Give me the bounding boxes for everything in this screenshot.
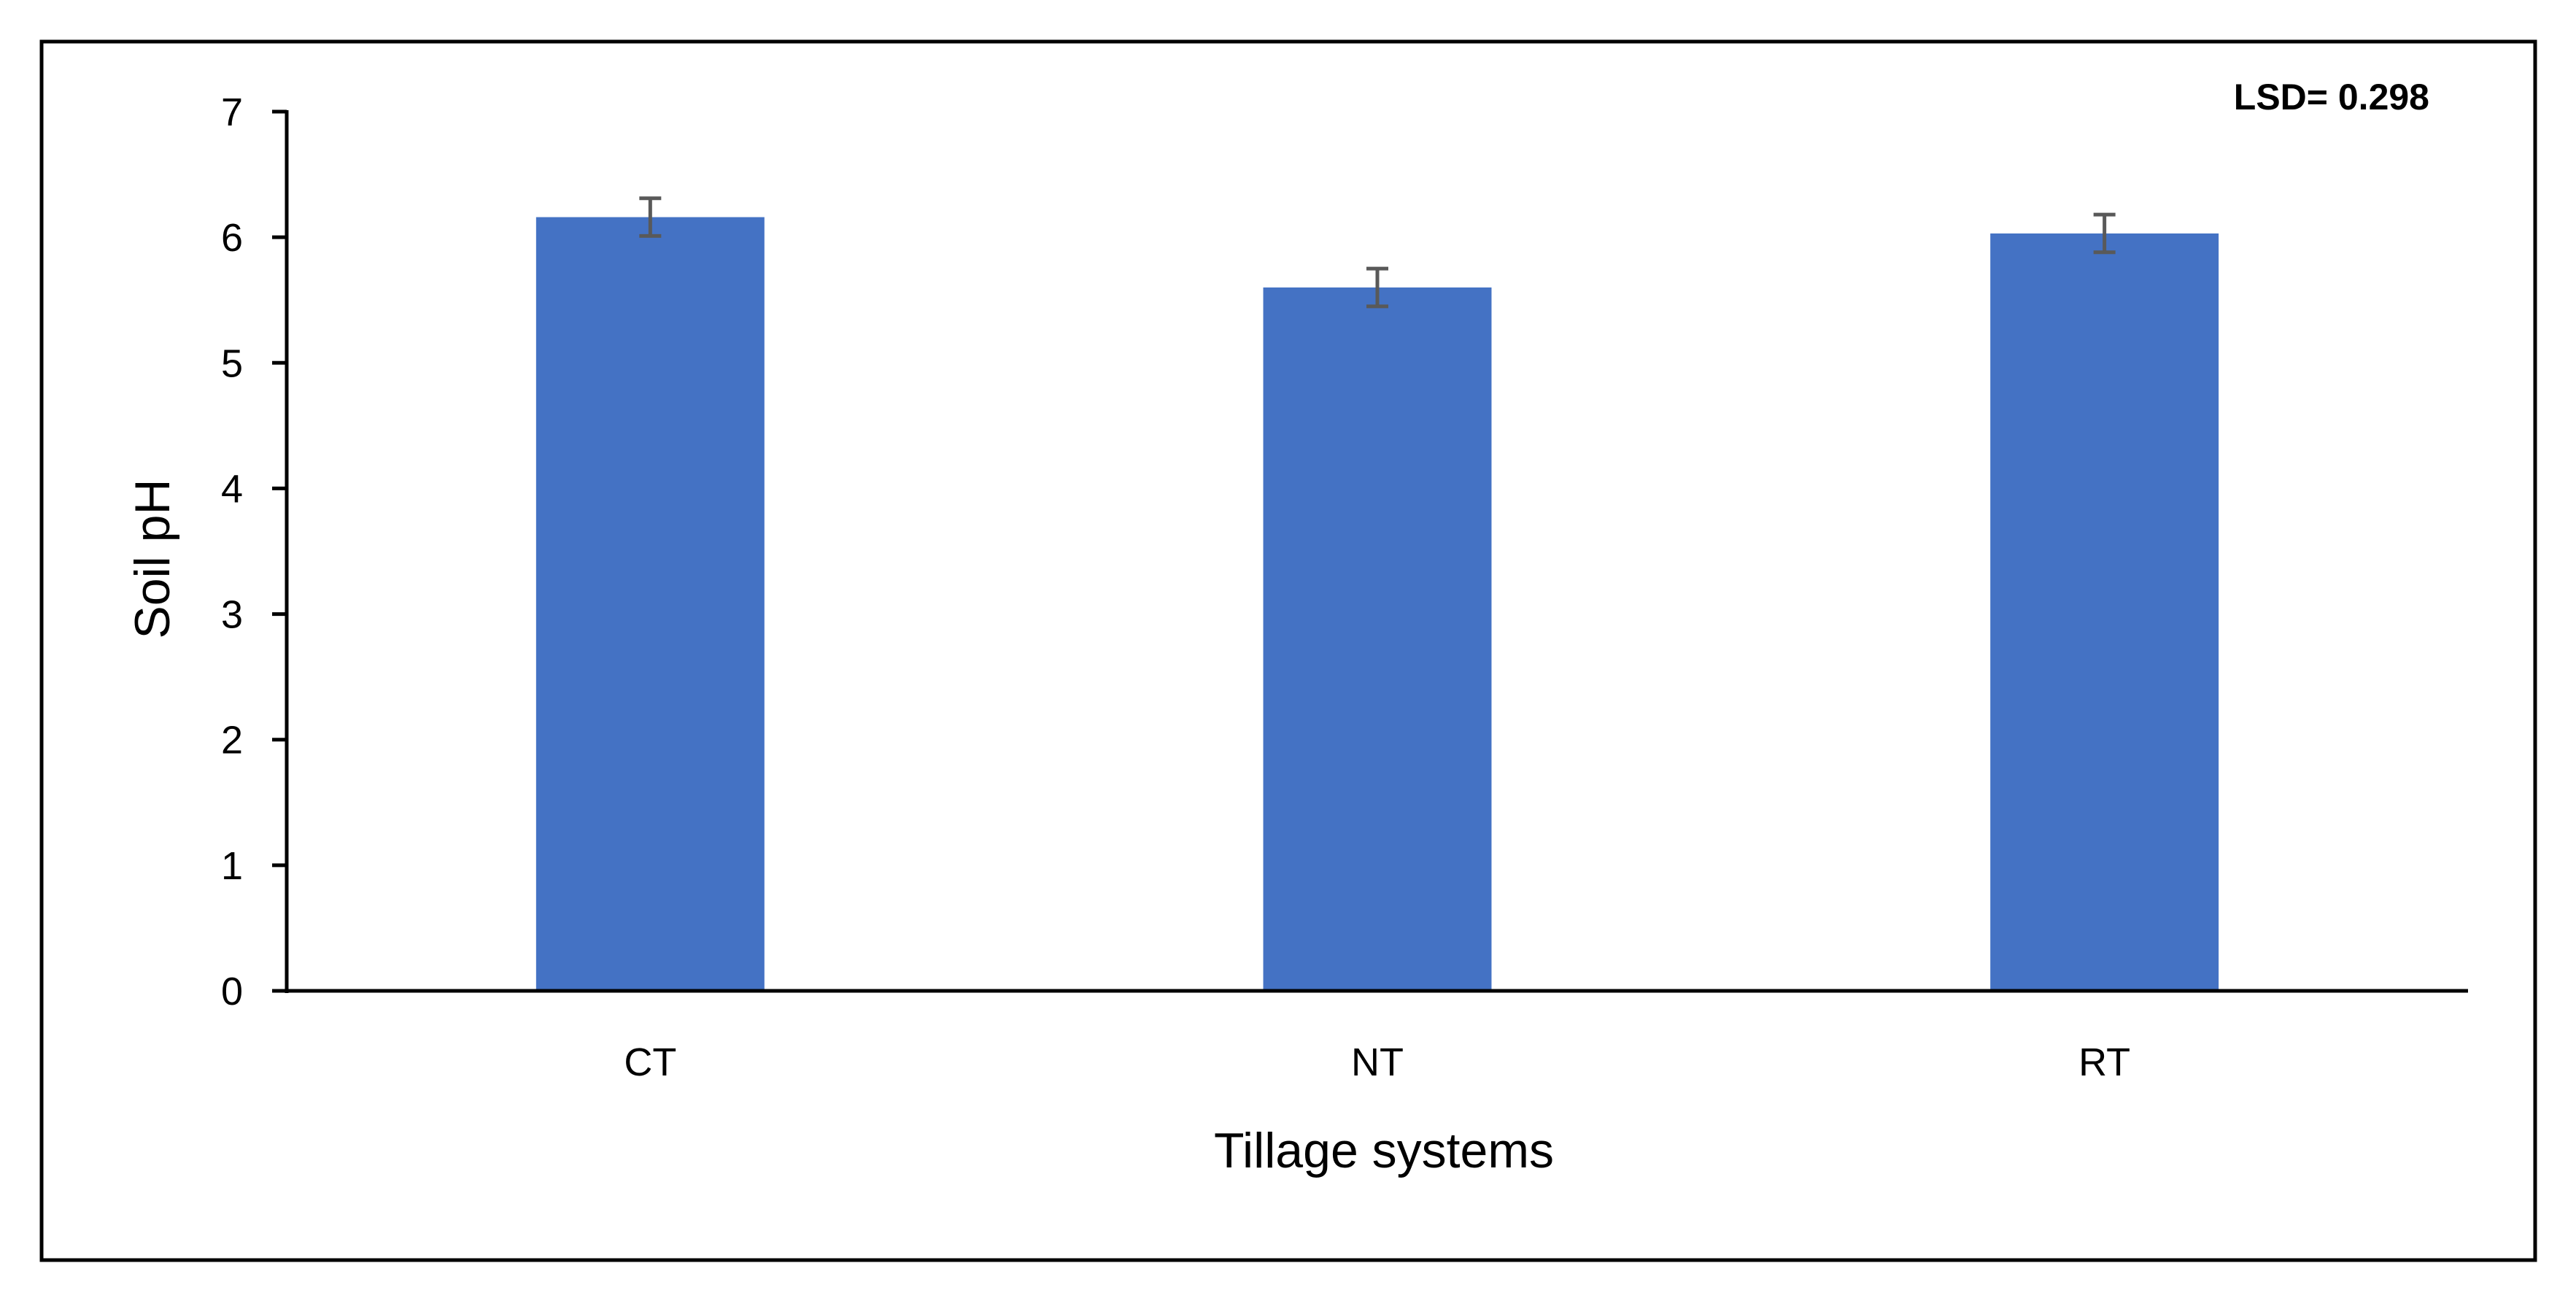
- bar-nt: [1263, 287, 1492, 991]
- y-axis-title: Soil pH: [125, 479, 180, 638]
- x-tick-label-rt: RT: [2078, 1040, 2130, 1084]
- x-tick-label-ct: CT: [624, 1040, 676, 1084]
- y-tick-label: 6: [221, 216, 243, 260]
- bars-layer: [535, 196, 2219, 992]
- y-tick-label: 7: [221, 90, 243, 134]
- y-tick-label: 4: [221, 467, 243, 511]
- axes-layer: [272, 109, 2468, 993]
- y-tick-label: 2: [221, 719, 243, 762]
- y-tick-label: 5: [221, 341, 243, 385]
- x-tick-label-nt: NT: [1351, 1040, 1404, 1084]
- y-tick-label: 0: [221, 970, 243, 1013]
- labels-layer: CT NT RT 0 1 2 3 4 5 6 7: [221, 90, 2130, 1084]
- lsd-annotation: LSD= 0.298: [2234, 77, 2429, 117]
- y-tick-label: 1: [221, 844, 243, 888]
- y-tick-label: 3: [221, 593, 243, 637]
- x-axis-title: Tillage systems: [1214, 1123, 1554, 1178]
- bar-rt: [1990, 233, 2219, 992]
- bar-ct: [535, 217, 765, 992]
